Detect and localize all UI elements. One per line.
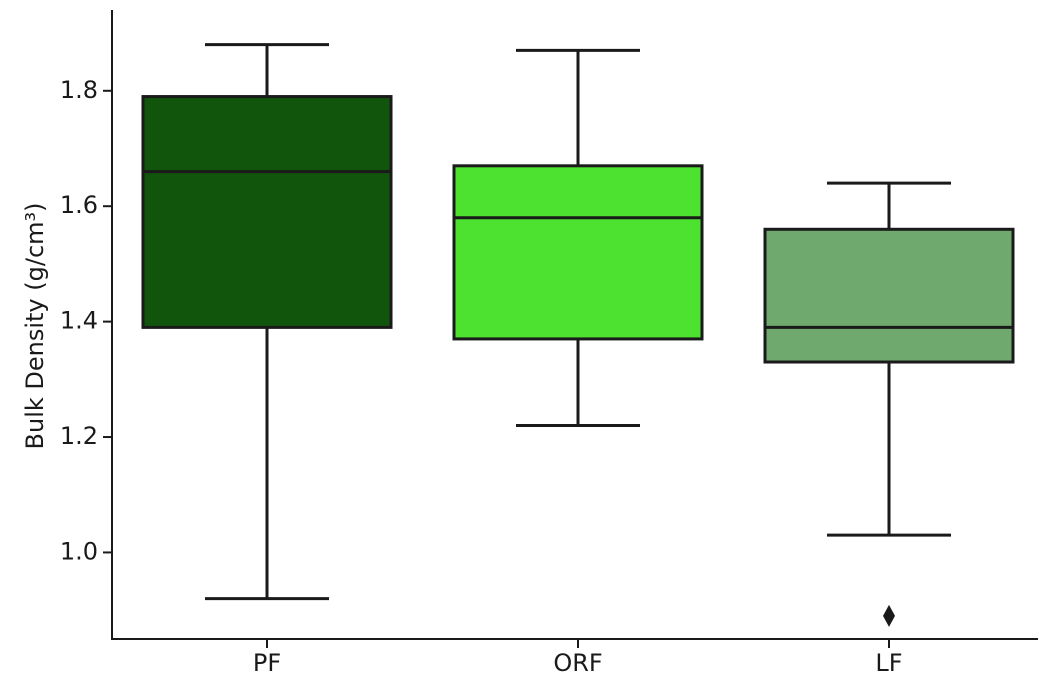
outlier-marker-lf [883, 604, 895, 627]
plot-area: 1.0 1.2 1.4 1.6 1.8 PF ORF LF [60, 43, 1015, 677]
x-tick-label-lf: LF [875, 649, 902, 677]
y-tick-label: 1.0 [60, 537, 98, 565]
box-orf [452, 164, 704, 341]
box-lf [763, 227, 1015, 364]
y-tick-label: 1.8 [60, 76, 98, 104]
x-tick-label-orf: ORF [553, 649, 602, 677]
x-tick-label-pf: PF [253, 649, 281, 677]
y-tick-label: 1.6 [60, 191, 98, 219]
y-tick-label: 1.4 [60, 307, 98, 335]
y-axis-title-group: Bulk Density (g/cm³) [21, 203, 49, 450]
y-tick-label: 1.2 [60, 422, 98, 450]
box-pf [141, 95, 393, 329]
y-axis-title: Bulk Density (g/cm³) [21, 203, 49, 450]
